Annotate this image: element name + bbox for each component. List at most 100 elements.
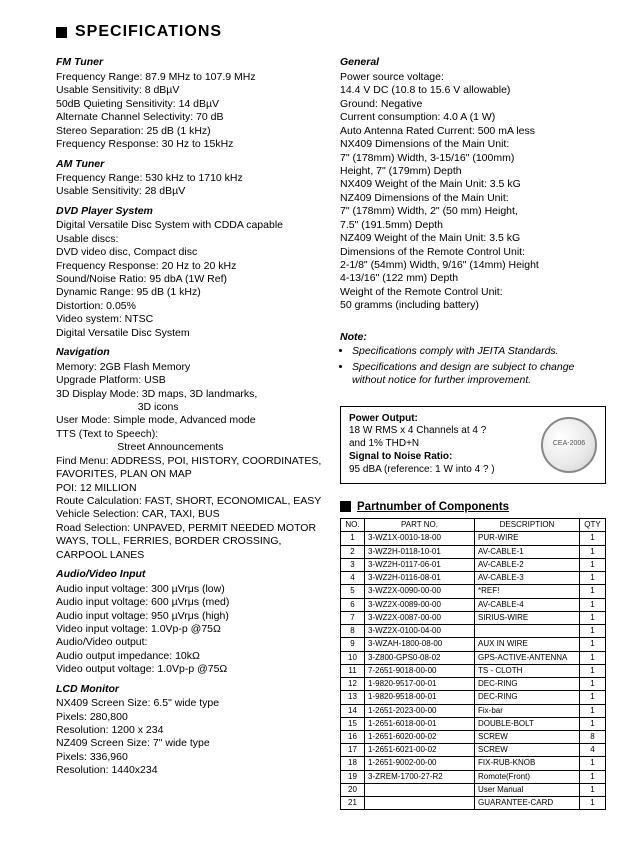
parts-cell: SIRIUS-WIRE — [475, 611, 580, 624]
section-heading: DVD Player System — [56, 205, 322, 218]
parts-cell: 4 — [580, 744, 606, 757]
parts-cell: DEC-RING — [475, 691, 580, 704]
table-row: 141-2651-2023-00-00Fix-bar1 — [341, 704, 606, 717]
table-row: 23-WZ2H-0118-10-01AV-CABLE-11 — [341, 545, 606, 558]
spec-line: 50 gramms (including battery) — [340, 299, 606, 312]
parts-cell: 21 — [341, 797, 365, 810]
parts-cell: 1 — [580, 783, 606, 796]
parts-cell: 7-2651-9018-00-00 — [365, 664, 475, 677]
section-heading: AM Tuner — [56, 158, 322, 171]
spec-line: Current consumption: 4.0 A (1 W) — [340, 111, 606, 124]
table-row: 131-9820-9518-00-01DEC-RING1 — [341, 691, 606, 704]
spec-line: Video input voltage: 1.0Vp-p @75Ω — [56, 623, 322, 636]
parts-cell: Fix-bar — [475, 704, 580, 717]
parts-cell: 1 — [580, 664, 606, 677]
spec-line: User Mode: Simple mode, Advanced mode — [56, 414, 322, 427]
parts-cell: 1-2651-6018-00-01 — [365, 717, 475, 730]
parts-cell: 20 — [341, 783, 365, 796]
spec-line: Resolution: 1200 x 234 — [56, 724, 322, 737]
parts-cell: 3-WZ2H-0117-06-01 — [365, 558, 475, 571]
table-row: 21GUARANTEE-CARD1 — [341, 797, 606, 810]
parts-cell: 3-WZ2H-0118-10-01 — [365, 545, 475, 558]
parts-cell: PUR-WIRE — [475, 532, 580, 545]
spec-line: Ground: Negative — [340, 98, 606, 111]
parts-cell: SCREW — [475, 744, 580, 757]
parts-cell: 1 — [580, 638, 606, 651]
note-list: Specifications comply with JEITA Standar… — [352, 345, 606, 387]
parts-cell: 1 — [580, 704, 606, 717]
parts-cell: 1-9820-9518-00-01 — [365, 691, 475, 704]
parts-cell: 9 — [341, 638, 365, 651]
spec-line: Frequency Range: 87.9 MHz to 107.9 MHz — [56, 71, 322, 84]
parts-cell: 3-WZ2X-0090-00-00 — [365, 585, 475, 598]
title-text: SPECIFICATIONS — [75, 22, 222, 42]
spec-line: NX409 Dimensions of the Main Unit: — [340, 138, 606, 151]
parts-cell: 12 — [341, 678, 365, 691]
spec-line: Pixels: 336,960 — [56, 751, 322, 764]
spec-line: 7" (178mm) Width, 2" (50 mm) Height, — [340, 205, 606, 218]
section-heading: Audio/Video Input — [56, 568, 322, 581]
note-heading: Note: — [340, 331, 606, 344]
section-heading: Navigation — [56, 346, 322, 359]
parts-title: Partnumber of Components — [340, 500, 606, 515]
parts-cell: 1 — [580, 651, 606, 664]
cea-seal-icon: CEA-2006 — [541, 417, 597, 473]
parts-cell: 1 — [580, 532, 606, 545]
spec-line: Street Announcements — [56, 441, 322, 454]
parts-cell: 1-2651-6020-00-02 — [365, 730, 475, 743]
note-item: Specifications comply with JEITA Standar… — [352, 345, 606, 358]
parts-cell: 14 — [341, 704, 365, 717]
spec-line: Frequency Response: 20 Hz to 20 kHz — [56, 260, 322, 273]
spec-line: POI: 12 MILLION — [56, 482, 322, 495]
spec-line: 2-1/8" (54mm) Width, 9/16" (14mm) Height — [340, 259, 606, 272]
parts-cell: 11 — [341, 664, 365, 677]
parts-cell: AV-CABLE-1 — [475, 545, 580, 558]
parts-cell: 1 — [580, 797, 606, 810]
square-icon — [56, 27, 67, 38]
parts-cell: 1-2651-6021-00-02 — [365, 744, 475, 757]
parts-cell: 13 — [341, 691, 365, 704]
parts-cell: 1 — [580, 545, 606, 558]
parts-cell: 18 — [341, 757, 365, 770]
spec-line: Audio output impedance: 10kΩ — [56, 650, 322, 663]
table-row: 53-WZ2X-0090-00-00*REF!1 — [341, 585, 606, 598]
parts-cell: GPS-ACTIVE-ANTENNA — [475, 651, 580, 664]
square-icon — [340, 501, 351, 512]
spec-line: Resolution: 1440x234 — [56, 764, 322, 777]
parts-cell: 3 — [341, 558, 365, 571]
parts-cell — [475, 625, 580, 638]
parts-cell: 1-2651-2023-00-00 — [365, 704, 475, 717]
spec-line: 4-13/16" (122 mm) Depth — [340, 272, 606, 285]
parts-cell: 15 — [341, 717, 365, 730]
section-body: Digital Versatile Disc System with CDDA … — [56, 219, 322, 340]
spec-line: NZ409 Screen Size: 7" wide type — [56, 737, 322, 750]
parts-cell: 1 — [580, 558, 606, 571]
parts-cell: AV-CABLE-3 — [475, 572, 580, 585]
parts-cell: 5 — [341, 585, 365, 598]
parts-cell: 3-WZ2X-0100-04-00 — [365, 625, 475, 638]
parts-cell: 1 — [580, 611, 606, 624]
table-row: 33-WZ2H-0117-06-01AV-CABLE-21 — [341, 558, 606, 571]
right-column: GeneralPower source voltage:14.4 V DC (1… — [340, 50, 606, 810]
table-row: 161-2651-6020-00-02SCREW8 — [341, 730, 606, 743]
parts-cell: *REF! — [475, 585, 580, 598]
parts-cell: 6 — [341, 598, 365, 611]
table-row: 193-ZREM-1700-27-R2Romote(Front)1 — [341, 770, 606, 783]
parts-title-text: Partnumber of Components — [357, 500, 509, 515]
spec-line: Stereo Separation: 25 dB (1 kHz) — [56, 125, 322, 138]
section-body: Memory: 2GB Flash MemoryUpgrade Platform… — [56, 361, 322, 563]
parts-header-row: NO.PART NO.DESCRIPTIONQTY — [341, 519, 606, 532]
table-row: 171-2651-6021-00-02SCREW4 — [341, 744, 606, 757]
spec-line: Height, 7" (179mm) Depth — [340, 165, 606, 178]
parts-cell: 1 — [580, 572, 606, 585]
parts-cell: 19 — [341, 770, 365, 783]
spec-line: Memory: 2GB Flash Memory — [56, 361, 322, 374]
spec-line: 7.5" (191.5mm) Depth — [340, 219, 606, 232]
spec-line: Usable Sensitivity: 28 dBµV — [56, 185, 322, 198]
section-heading: General — [340, 56, 606, 69]
table-row: 93-WZAH-1800-08-00AUX IN WIRE1 — [341, 638, 606, 651]
spec-line: NX409 Weight of the Main Unit: 3.5 kG — [340, 178, 606, 191]
specifications-title: SPECIFICATIONS — [56, 22, 606, 42]
left-column: FM TunerFrequency Range: 87.9 MHz to 107… — [56, 50, 322, 810]
spec-line: Video system: NTSC — [56, 313, 322, 326]
